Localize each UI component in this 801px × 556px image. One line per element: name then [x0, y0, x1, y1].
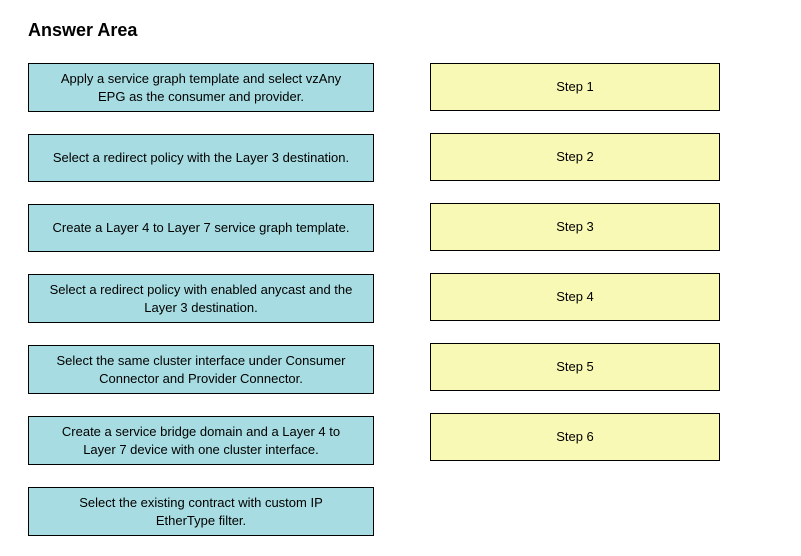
target-slot[interactable]: Step 3	[430, 203, 720, 251]
source-item[interactable]: Create a service bridge domain and a Lay…	[28, 416, 374, 465]
answer-area-title: Answer Area	[28, 20, 773, 41]
source-item[interactable]: Select a redirect policy with enabled an…	[28, 274, 374, 323]
target-column: Step 1 Step 2 Step 3 Step 4 Step 5 Step …	[430, 63, 720, 536]
source-item[interactable]: Select the same cluster interface under …	[28, 345, 374, 394]
target-slot[interactable]: Step 1	[430, 63, 720, 111]
target-slot[interactable]: Step 6	[430, 413, 720, 461]
source-column: Apply a service graph template and selec…	[28, 63, 374, 536]
columns-wrapper: Apply a service graph template and selec…	[28, 63, 773, 536]
source-item[interactable]: Select a redirect policy with the Layer …	[28, 134, 374, 182]
target-slot[interactable]: Step 5	[430, 343, 720, 391]
source-item[interactable]: Create a Layer 4 to Layer 7 service grap…	[28, 204, 374, 252]
target-slot[interactable]: Step 4	[430, 273, 720, 321]
source-item[interactable]: Select the existing contract with custom…	[28, 487, 374, 536]
target-slot[interactable]: Step 2	[430, 133, 720, 181]
source-item[interactable]: Apply a service graph template and selec…	[28, 63, 374, 112]
